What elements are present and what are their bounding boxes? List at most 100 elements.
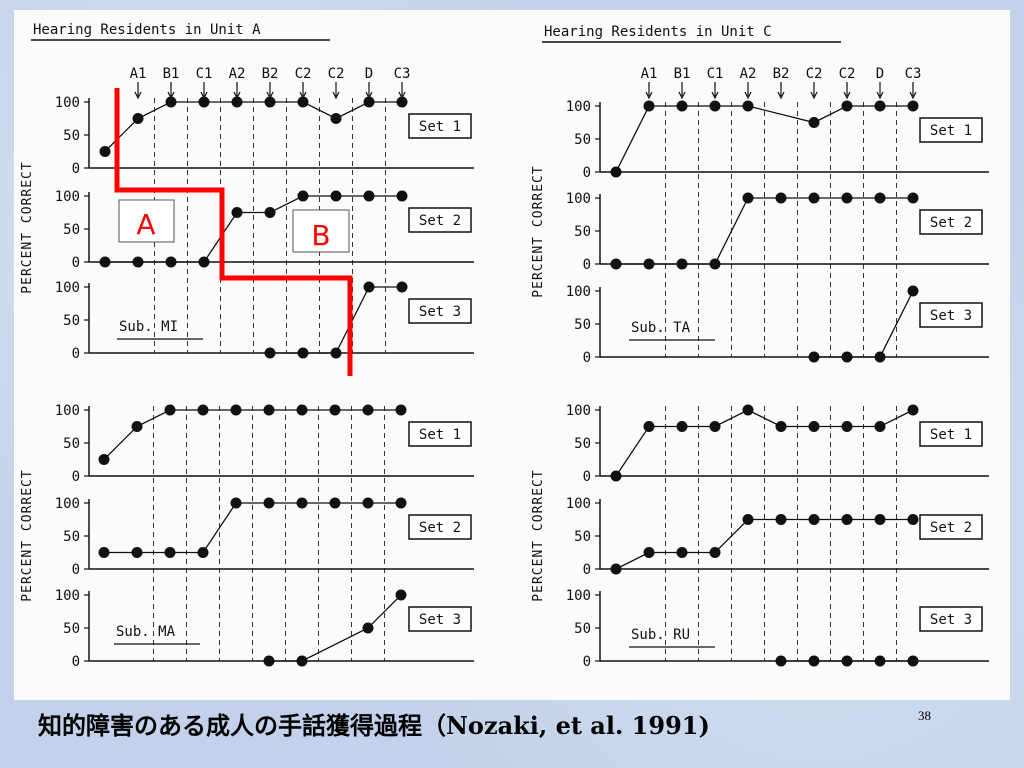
data-point	[363, 96, 375, 108]
data-point	[395, 497, 407, 509]
set-label: Set 2	[930, 520, 972, 536]
set-label: Set 1	[930, 427, 972, 443]
session-arrowhead	[744, 91, 752, 100]
session-arrowhead	[777, 91, 785, 100]
y-tick-label: 100	[55, 189, 80, 205]
set-label: Set 2	[930, 215, 972, 231]
data-point	[676, 100, 688, 112]
data-point	[263, 404, 275, 416]
y-tick-label: 50	[63, 529, 80, 545]
series-line	[616, 197, 913, 265]
data-point	[676, 258, 688, 270]
data-point	[742, 100, 754, 112]
data-point	[131, 547, 143, 558]
data-point	[197, 404, 209, 416]
data-point	[742, 192, 754, 204]
session-label: C1	[196, 66, 213, 82]
data-point	[709, 421, 721, 432]
set-label: Set 1	[930, 123, 972, 139]
series-line	[814, 290, 914, 358]
data-point	[808, 192, 820, 204]
data-point	[264, 96, 276, 108]
set-label-box	[408, 298, 472, 324]
y-tick-label: 50	[574, 132, 591, 148]
data-point	[329, 497, 341, 509]
set-label-box	[408, 606, 472, 632]
data-point	[230, 497, 242, 509]
y-tick-label: 0	[72, 654, 80, 670]
data-point	[330, 190, 342, 202]
data-point	[874, 192, 886, 204]
data-point	[841, 421, 853, 432]
y-axis-label: PERCENT CORRECT	[20, 161, 35, 293]
data-point	[841, 100, 853, 112]
data-point	[164, 404, 176, 416]
session-label: B2	[262, 66, 279, 82]
figure-scan: Hearing Residents in Unit A A1 B1 C1 A2 B2 C2 C…	[14, 10, 1010, 700]
session-label: C1	[707, 66, 724, 82]
session-arrowhead	[810, 91, 818, 100]
data-point	[99, 146, 111, 157]
data-point	[742, 404, 754, 416]
data-point	[808, 421, 820, 432]
y-tick-label: 0	[583, 257, 591, 273]
y-axis-label: PERCENT CORRECT	[20, 469, 35, 601]
unit-title: Hearing Residents in Unit A	[33, 22, 261, 38]
subject-label: Sub. RU	[631, 627, 690, 643]
data-point	[297, 347, 309, 359]
data-point	[610, 470, 622, 482]
data-point	[775, 514, 787, 525]
data-point	[230, 404, 242, 416]
slide-number: 38	[918, 708, 931, 723]
y-tick-label: 0	[583, 469, 591, 485]
data-point	[610, 563, 622, 575]
unit-title: Hearing Residents in Unit C	[544, 24, 772, 40]
y-tick-label: 100	[55, 403, 80, 419]
y-tick-label: 0	[583, 654, 591, 670]
data-point	[264, 207, 276, 218]
session-arrowhead	[678, 91, 686, 100]
subject-label: Sub. MA	[116, 624, 176, 640]
series-line	[104, 101, 402, 152]
set-label: Set 3	[419, 304, 461, 320]
data-point	[198, 96, 210, 108]
data-point	[98, 547, 110, 558]
data-point	[131, 421, 143, 432]
data-point	[132, 113, 144, 124]
set-label-box	[919, 209, 983, 235]
y-tick-label: 100	[566, 284, 591, 300]
session-label: C3	[905, 66, 922, 82]
set-label: Set 3	[930, 308, 972, 324]
subject-label: Sub. MI	[119, 319, 178, 335]
data-point	[395, 404, 407, 416]
y-tick-label: 0	[72, 161, 80, 177]
series-line	[270, 286, 402, 354]
data-point	[197, 547, 209, 558]
data-point	[362, 497, 374, 509]
y-tick-label: 50	[574, 529, 591, 545]
data-point	[296, 404, 308, 416]
y-tick-label: 50	[63, 436, 80, 452]
data-point	[231, 207, 243, 218]
session-arrowhead	[332, 91, 340, 100]
y-tick-label: 100	[55, 280, 80, 296]
set-label-box	[919, 117, 983, 143]
y-tick-label: 50	[574, 317, 591, 333]
data-point	[643, 547, 655, 558]
data-point	[808, 655, 820, 667]
caption-japanese: 知的障害のある成人の手話獲得過程	[38, 711, 422, 740]
marker-a-box	[118, 199, 175, 243]
series-line	[103, 409, 401, 460]
y-tick-label: 100	[566, 588, 591, 604]
data-point	[98, 454, 110, 465]
y-tick-label: 100	[55, 588, 80, 604]
data-point	[362, 622, 374, 634]
data-point	[676, 547, 688, 558]
y-tick-label: 0	[583, 562, 591, 578]
y-axis-label: PERCENT CORRECT	[531, 165, 546, 297]
data-point	[709, 258, 721, 270]
data-point	[132, 256, 144, 268]
y-tick-label: 50	[574, 224, 591, 240]
y-tick-label: 0	[72, 255, 80, 271]
data-point	[676, 421, 688, 432]
